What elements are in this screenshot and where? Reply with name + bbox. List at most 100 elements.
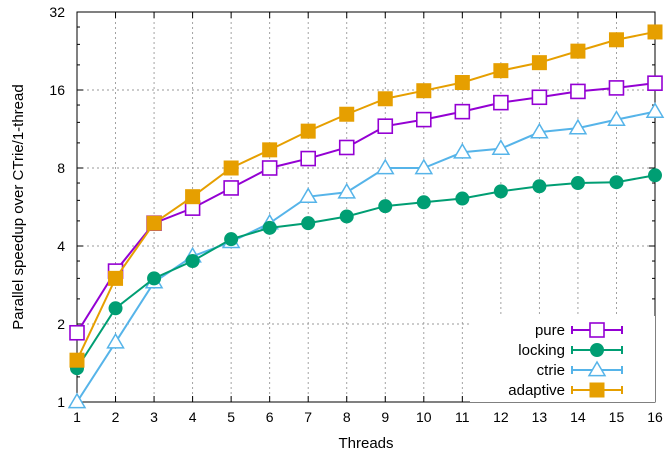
data-point-adaptive bbox=[647, 24, 663, 40]
y-tick-label: 2 bbox=[57, 316, 65, 332]
data-point-locking bbox=[185, 254, 200, 269]
data-point-pure bbox=[493, 94, 509, 111]
data-point-adaptive bbox=[339, 106, 355, 122]
series-layer bbox=[67, 24, 665, 409]
legend-marker-pure bbox=[589, 322, 605, 338]
data-point-ctrie bbox=[298, 187, 318, 204]
series-pure bbox=[69, 75, 663, 341]
series-line-locking bbox=[76, 174, 656, 369]
x-tick-label: 12 bbox=[493, 409, 509, 425]
data-point-ctrie bbox=[106, 332, 125, 349]
legend-marker-locking bbox=[590, 343, 604, 357]
data-point-locking bbox=[378, 199, 393, 214]
data-point-pure bbox=[223, 180, 239, 196]
x-tick-label: 9 bbox=[381, 409, 389, 425]
data-point-locking bbox=[532, 179, 547, 194]
data-point-pure bbox=[608, 80, 625, 96]
x-tick-label: 15 bbox=[609, 409, 625, 425]
data-point-adaptive bbox=[223, 160, 239, 176]
data-point-locking bbox=[108, 301, 123, 316]
data-point-locking bbox=[609, 175, 624, 190]
data-point-pure bbox=[454, 103, 471, 120]
x-tick-label: 13 bbox=[532, 409, 548, 425]
x-tick-label: 5 bbox=[227, 409, 235, 425]
legend-label-pure: pure bbox=[535, 322, 565, 339]
data-point-locking bbox=[570, 176, 585, 191]
y-axis-title: Parallel speedup over CTrie/1-thread bbox=[10, 84, 27, 329]
series-line-pure bbox=[76, 82, 656, 334]
legend-label-locking: locking bbox=[518, 342, 565, 359]
data-point-pure bbox=[570, 83, 586, 100]
data-point-adaptive bbox=[300, 123, 316, 139]
data-point-ctrie bbox=[337, 182, 357, 199]
legend-label-adaptive: adaptive bbox=[508, 382, 565, 399]
data-point-pure bbox=[261, 160, 278, 176]
data-point-ctrie bbox=[568, 118, 588, 135]
data-point-ctrie bbox=[67, 392, 87, 409]
x-axis-title: Threads bbox=[338, 435, 393, 452]
data-point-ctrie bbox=[453, 142, 472, 159]
data-point-ctrie bbox=[530, 122, 549, 139]
series-adaptive bbox=[69, 24, 663, 368]
data-point-pure bbox=[338, 139, 355, 156]
x-tick-label: 8 bbox=[343, 409, 351, 425]
data-point-pure bbox=[531, 89, 548, 106]
data-point-locking bbox=[339, 209, 354, 224]
legend: pure locking ctrie adaptive bbox=[470, 316, 655, 402]
data-point-locking bbox=[301, 216, 316, 231]
data-point-adaptive bbox=[146, 215, 162, 231]
x-tick-label: 10 bbox=[416, 409, 432, 425]
series-line-adaptive bbox=[76, 30, 656, 361]
plot-frame bbox=[76, 11, 656, 403]
y-tick-label: 1 bbox=[57, 394, 65, 410]
data-point-pure bbox=[69, 324, 85, 341]
x-tick-label: 4 bbox=[189, 409, 197, 425]
data-point-adaptive bbox=[416, 83, 432, 99]
data-point-adaptive bbox=[531, 55, 547, 71]
x-tick-label: 2 bbox=[112, 409, 120, 425]
y-tick-label: 16 bbox=[49, 82, 65, 98]
data-point-locking bbox=[416, 195, 431, 210]
data-point-adaptive bbox=[262, 142, 278, 158]
x-tick-label: 7 bbox=[304, 409, 312, 425]
data-point-locking bbox=[147, 271, 162, 286]
data-point-ctrie bbox=[375, 158, 395, 175]
data-point-ctrie bbox=[491, 139, 511, 156]
data-point-adaptive bbox=[377, 91, 393, 107]
y-tick-label: 4 bbox=[57, 238, 65, 254]
x-tick-label: 3 bbox=[150, 409, 158, 425]
data-point-locking bbox=[648, 168, 662, 183]
data-point-locking bbox=[262, 220, 277, 235]
x-tick-label: 6 bbox=[266, 409, 274, 425]
data-point-adaptive bbox=[608, 32, 624, 48]
y-tick-label: 32 bbox=[49, 4, 65, 20]
data-point-pure bbox=[377, 118, 394, 134]
grid-layer bbox=[77, 12, 655, 402]
data-point-pure bbox=[415, 111, 432, 128]
data-point-adaptive bbox=[493, 63, 509, 79]
x-tick-label: 11 bbox=[455, 409, 470, 425]
data-point-pure bbox=[647, 75, 663, 91]
legend-marker-adaptive bbox=[589, 382, 605, 398]
data-point-ctrie bbox=[607, 110, 626, 126]
data-point-adaptive bbox=[570, 43, 586, 59]
data-point-pure bbox=[300, 150, 317, 167]
data-point-adaptive bbox=[108, 270, 124, 286]
data-point-locking bbox=[493, 184, 508, 199]
x-tick-label: 14 bbox=[570, 409, 586, 425]
legend-background bbox=[470, 316, 655, 402]
data-point-locking bbox=[224, 232, 239, 247]
series-locking bbox=[70, 168, 662, 376]
data-point-ctrie bbox=[414, 158, 434, 175]
x-tick-label: 16 bbox=[647, 409, 663, 425]
legend-marker-ctrie bbox=[587, 360, 607, 377]
legend-label-ctrie: ctrie bbox=[537, 362, 565, 379]
data-point-ctrie bbox=[645, 102, 665, 118]
data-point-adaptive bbox=[454, 75, 470, 91]
x-tick-label: 1 bbox=[73, 409, 81, 425]
y-tick-label: 8 bbox=[57, 160, 65, 176]
data-point-locking bbox=[455, 191, 470, 206]
data-point-adaptive bbox=[185, 189, 201, 205]
data-point-adaptive bbox=[69, 352, 85, 368]
